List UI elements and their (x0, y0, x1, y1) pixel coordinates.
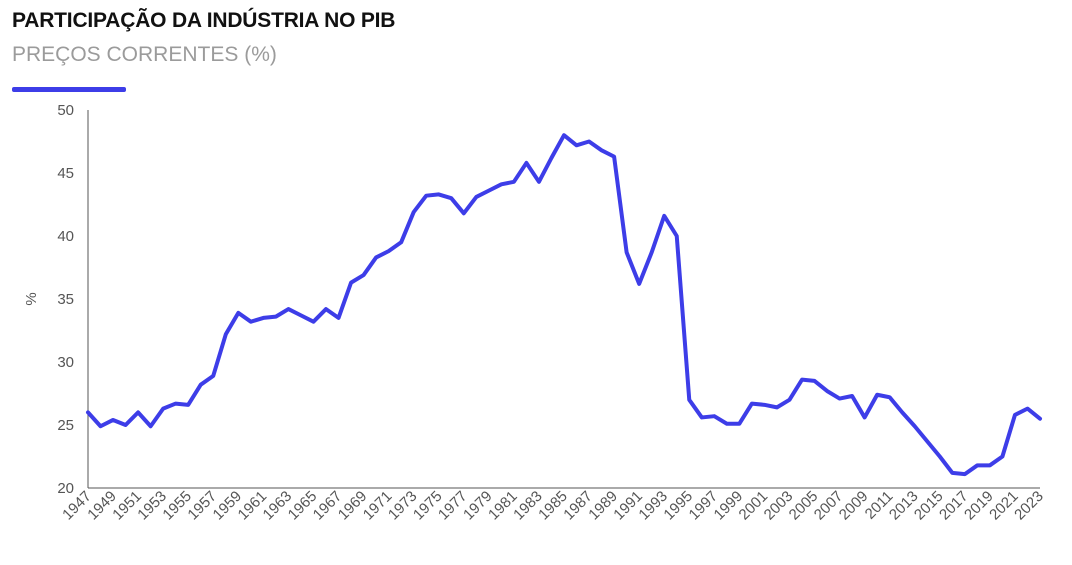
x-tick-label: 2023 (1011, 488, 1047, 524)
y-tick-label: 50 (57, 102, 74, 119)
y-tick-label: 40 (57, 228, 74, 245)
y-tick-label: 30 (57, 354, 74, 371)
data-point (575, 143, 579, 147)
data-point (725, 422, 729, 426)
chart-subtitle: PREÇOS CORRENTES (%) (12, 43, 277, 66)
data-point (838, 397, 842, 401)
data-point (925, 439, 929, 443)
data-point (512, 180, 516, 184)
data-point (562, 133, 566, 137)
data-point (637, 282, 641, 286)
y-axis: 20 25 30 35 40 45 50 (57, 102, 89, 497)
data-point (124, 423, 128, 427)
data-point (1000, 455, 1004, 459)
data-point (762, 403, 766, 407)
data-point (199, 383, 203, 387)
data-point (650, 250, 654, 254)
data-point (537, 180, 541, 184)
data-point (111, 418, 115, 422)
data-point (86, 410, 90, 414)
data-point (274, 315, 278, 319)
data-point (499, 182, 503, 186)
data-point (938, 455, 942, 459)
data-point (600, 148, 604, 152)
data-point (286, 307, 290, 311)
data-point (875, 393, 879, 397)
data-point (675, 234, 679, 238)
data-point (737, 422, 741, 426)
title-accent-bar (12, 87, 126, 92)
data-point (587, 140, 591, 144)
data-point (625, 250, 629, 254)
series-line (86, 133, 1042, 477)
data-point (775, 405, 779, 409)
data-point (337, 316, 341, 320)
data-point (863, 415, 867, 419)
data-point (249, 320, 253, 324)
data-point (813, 379, 817, 383)
data-point (524, 161, 528, 165)
data-point (662, 214, 666, 218)
data-point (224, 332, 228, 336)
chart-title: PARTICIPAÇÃO DA INDÚSTRIA NO PIB (12, 9, 396, 32)
data-point (975, 463, 979, 467)
data-point (825, 389, 829, 393)
data-point (988, 463, 992, 467)
data-point (311, 320, 315, 324)
x-axis: 1947194919511953195519571959196119631965… (59, 487, 1047, 524)
data-point (186, 403, 190, 407)
data-point (1038, 417, 1042, 421)
data-point (462, 211, 466, 215)
data-point (487, 189, 491, 193)
data-point (950, 471, 954, 475)
data-point (913, 424, 917, 428)
data-point (362, 273, 366, 277)
data-point (424, 194, 428, 198)
data-point (324, 307, 328, 311)
series-group (86, 133, 1042, 477)
y-tick-label: 45 (57, 165, 74, 182)
data-point (136, 410, 140, 414)
data-point (449, 196, 453, 200)
data-point (474, 195, 478, 199)
data-point (612, 155, 616, 159)
data-point (99, 424, 103, 428)
data-point (437, 192, 441, 196)
data-point (787, 398, 791, 402)
data-point (1025, 407, 1029, 411)
y-axis-label: % (23, 292, 40, 305)
data-point (299, 313, 303, 317)
data-point (387, 249, 391, 253)
y-tick-label: 25 (57, 417, 74, 434)
data-point (399, 240, 403, 244)
data-point (549, 156, 553, 160)
data-point (712, 414, 716, 418)
data-point (174, 402, 178, 406)
data-point (412, 210, 416, 214)
data-point (374, 255, 378, 259)
data-point (963, 472, 967, 476)
data-point (900, 410, 904, 414)
data-point (888, 395, 892, 399)
data-point (161, 407, 165, 411)
data-point (149, 424, 153, 428)
data-point (700, 415, 704, 419)
y-tick-label: 35 (57, 291, 74, 308)
y-tick-label: 20 (57, 480, 74, 497)
data-point (800, 378, 804, 382)
data-point (1013, 413, 1017, 417)
data-point (850, 394, 854, 398)
data-point (236, 311, 240, 315)
data-point (349, 281, 353, 285)
data-point (211, 374, 215, 378)
data-point (261, 316, 265, 320)
data-point (750, 402, 754, 406)
data-point (687, 398, 691, 402)
